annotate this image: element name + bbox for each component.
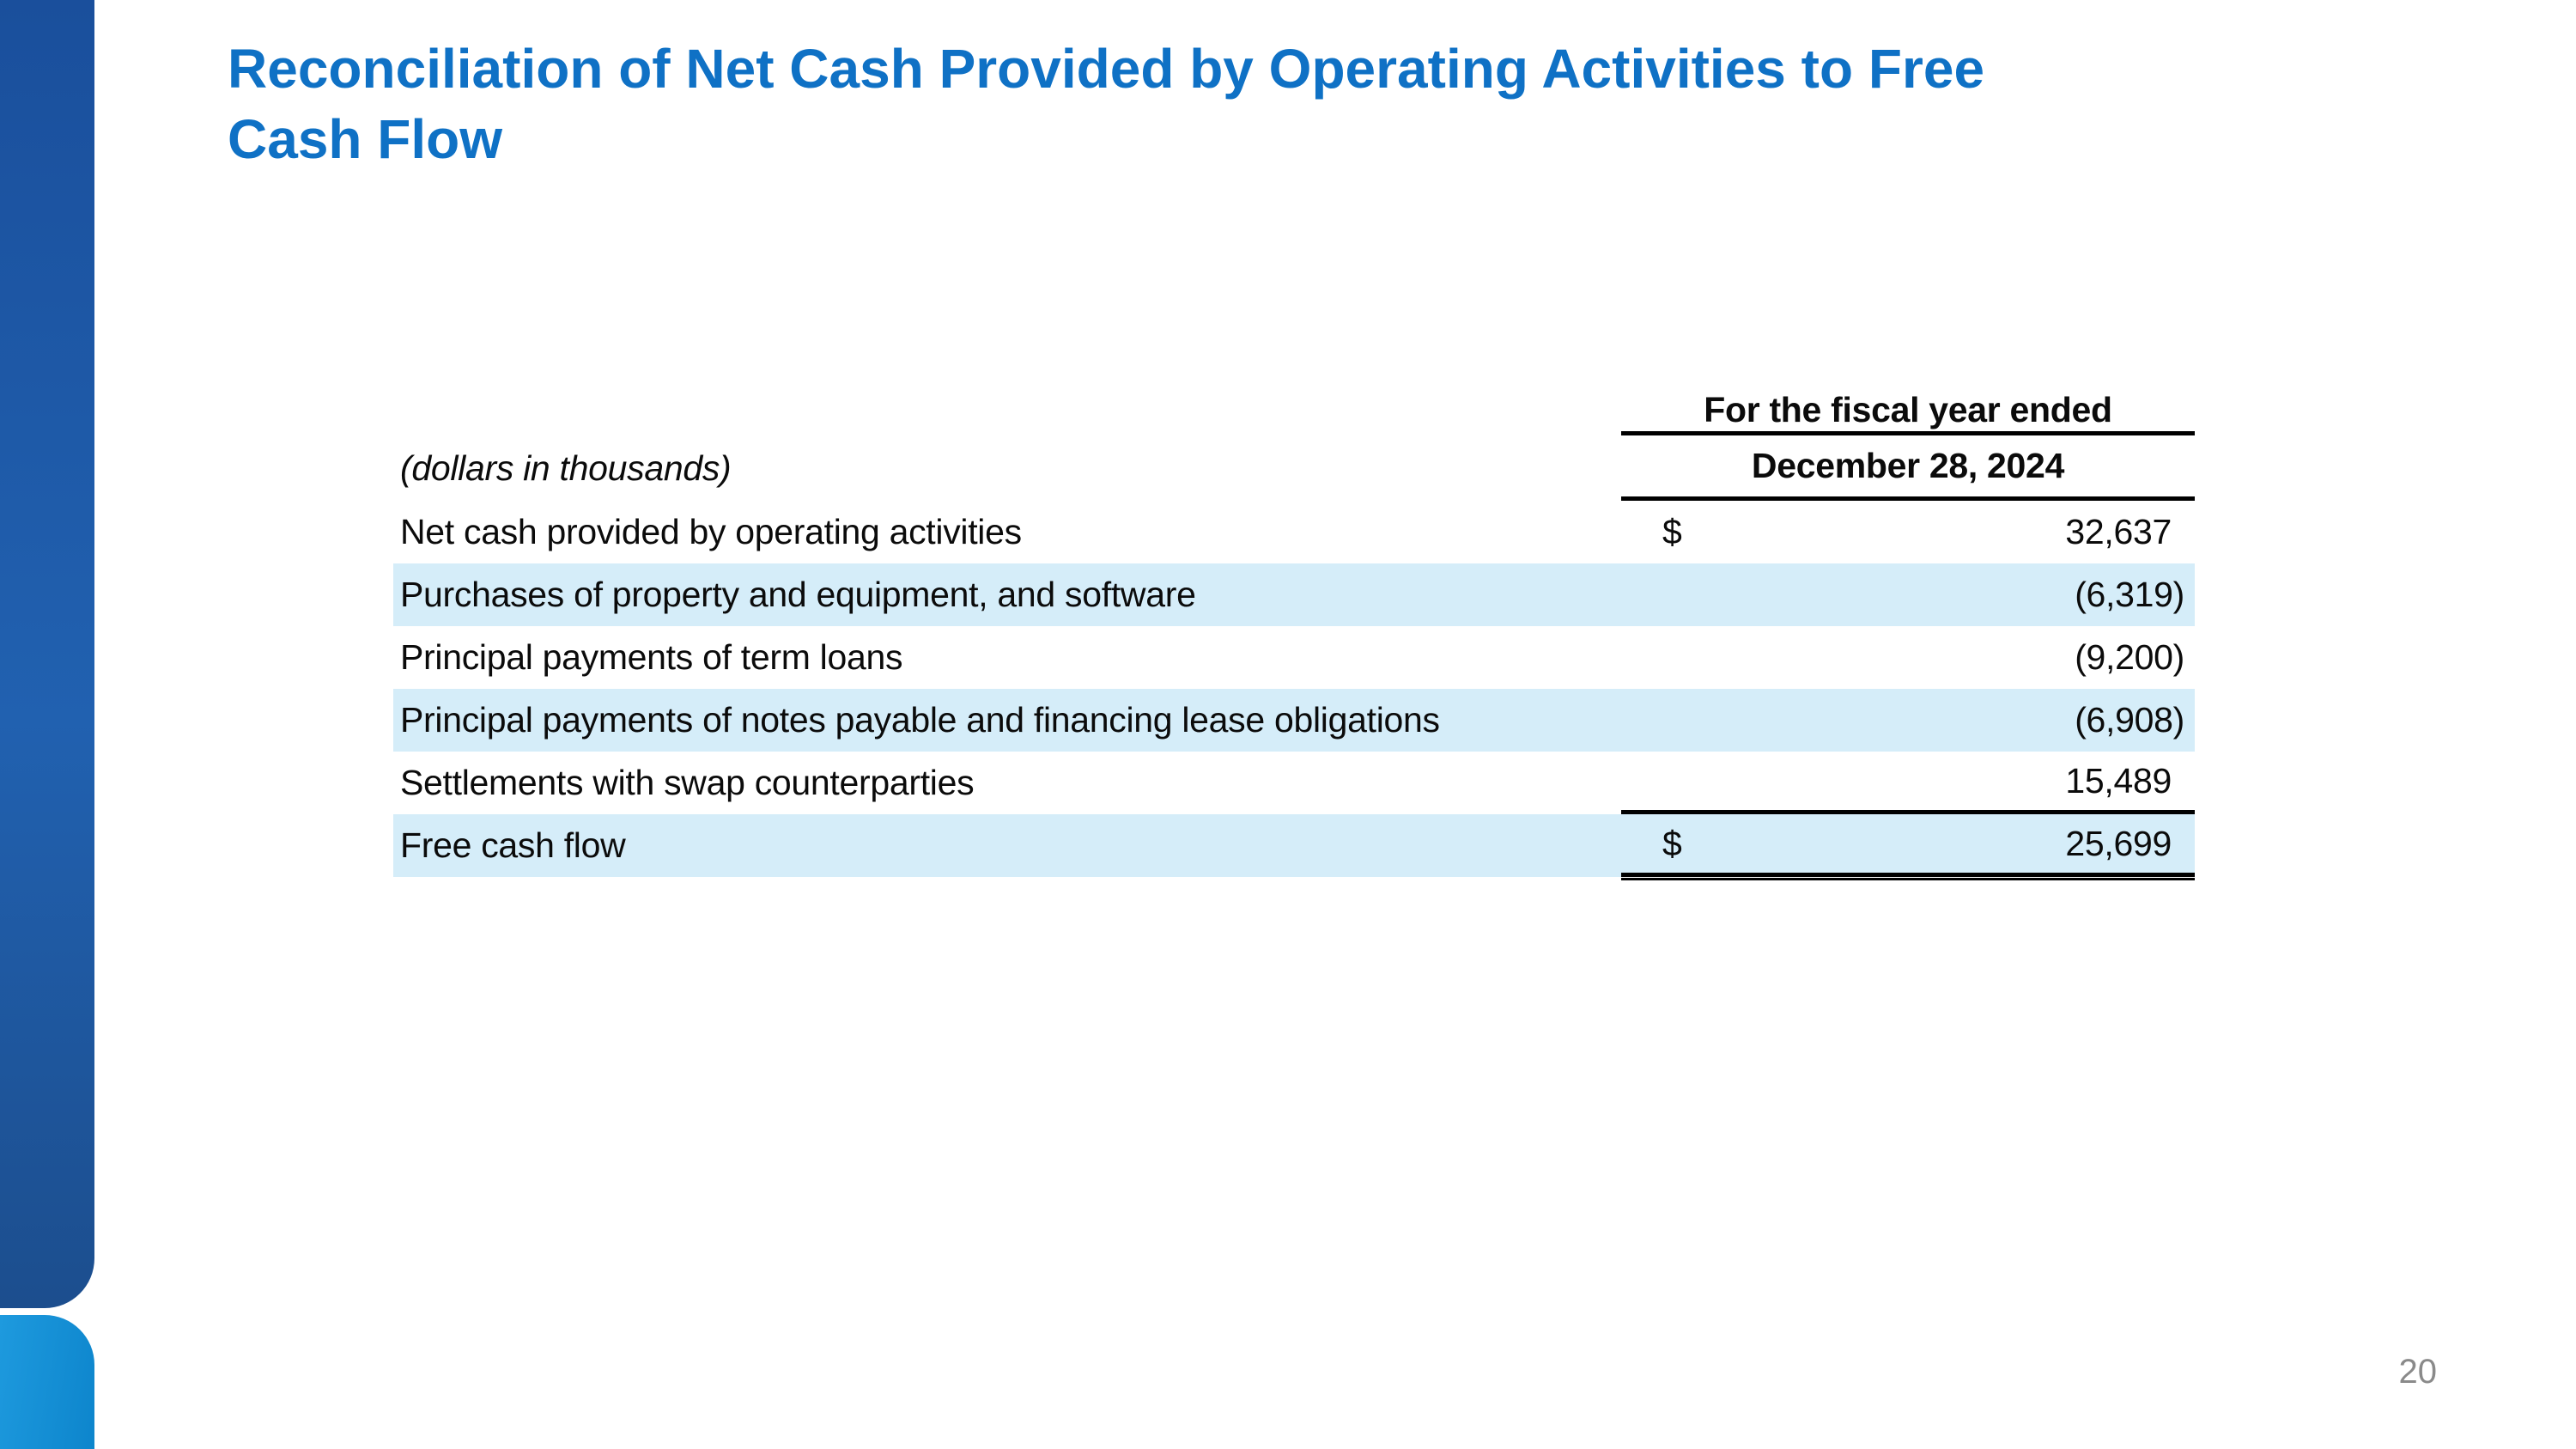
slide-title: Reconciliation of Net Cash Provided by O… — [228, 34, 2494, 175]
row-value: (6,319) — [2075, 575, 2184, 614]
date-header-cell: December 28, 2024 — [1621, 435, 2195, 501]
period-header-label: For the fiscal year ended — [1704, 389, 2112, 429]
page-number: 20 — [2398, 1353, 2438, 1391]
row-value-cell: (9,200) — [1621, 626, 2195, 689]
row-label: Principal payments of notes payable and … — [400, 700, 1440, 740]
units-note: (dollars in thousands) — [400, 447, 732, 488]
row-value: 32,637 — [2065, 512, 2172, 551]
table-row: Purchases of property and equipment, and… — [393, 563, 2195, 626]
row-value-cell: 15,489 — [1621, 752, 2195, 814]
slide-title-line2: Cash Flow — [228, 107, 503, 170]
row-value: 15,489 — [2065, 760, 2172, 801]
table-header-date-row: (dollars in thousands) December 28, 2024 — [393, 435, 2195, 501]
row-label: Purchases of property and equipment, and… — [400, 575, 1196, 614]
row-value: 25,699 — [2065, 823, 2172, 863]
row-label: Free cash flow — [400, 825, 626, 865]
row-label: Net cash provided by operating activitie… — [400, 512, 1022, 551]
table-row: Principal payments of notes payable and … — [393, 689, 2195, 752]
row-label: Principal payments of term loans — [400, 637, 903, 677]
row-value-cell: $ 25,699 — [1621, 814, 2195, 880]
row-value-cell: (6,319) — [1621, 563, 2195, 626]
slide-title-line1: Reconciliation of Net Cash Provided by O… — [228, 38, 1985, 100]
table-row: Principal payments of term loans (9,200) — [393, 626, 2195, 689]
table-row: Settlements with swap counterparties 15,… — [393, 752, 2195, 814]
left-accent-bar-dark — [0, 0, 94, 1308]
row-value-cell: (6,908) — [1621, 689, 2195, 752]
period-header-cell: For the fiscal year ended — [1621, 388, 2195, 435]
table-row-total: Free cash flow $ 25,699 — [393, 814, 2195, 880]
row-value: (6,908) — [2075, 700, 2184, 740]
row-value: (9,200) — [2075, 637, 2184, 677]
date-header-label: December 28, 2024 — [1751, 446, 2065, 485]
row-value-cell: $ 32,637 — [1621, 501, 2195, 563]
table-row: Net cash provided by operating activitie… — [393, 501, 2195, 563]
left-accent-bar-light — [0, 1315, 94, 1449]
currency-symbol: $ — [1662, 823, 1682, 863]
row-label: Settlements with swap counterparties — [400, 763, 975, 802]
currency-symbol: $ — [1662, 512, 1682, 551]
reconciliation-table: For the fiscal year ended (dollars in th… — [393, 388, 2195, 880]
table-header-period-row: For the fiscal year ended — [393, 388, 2195, 435]
